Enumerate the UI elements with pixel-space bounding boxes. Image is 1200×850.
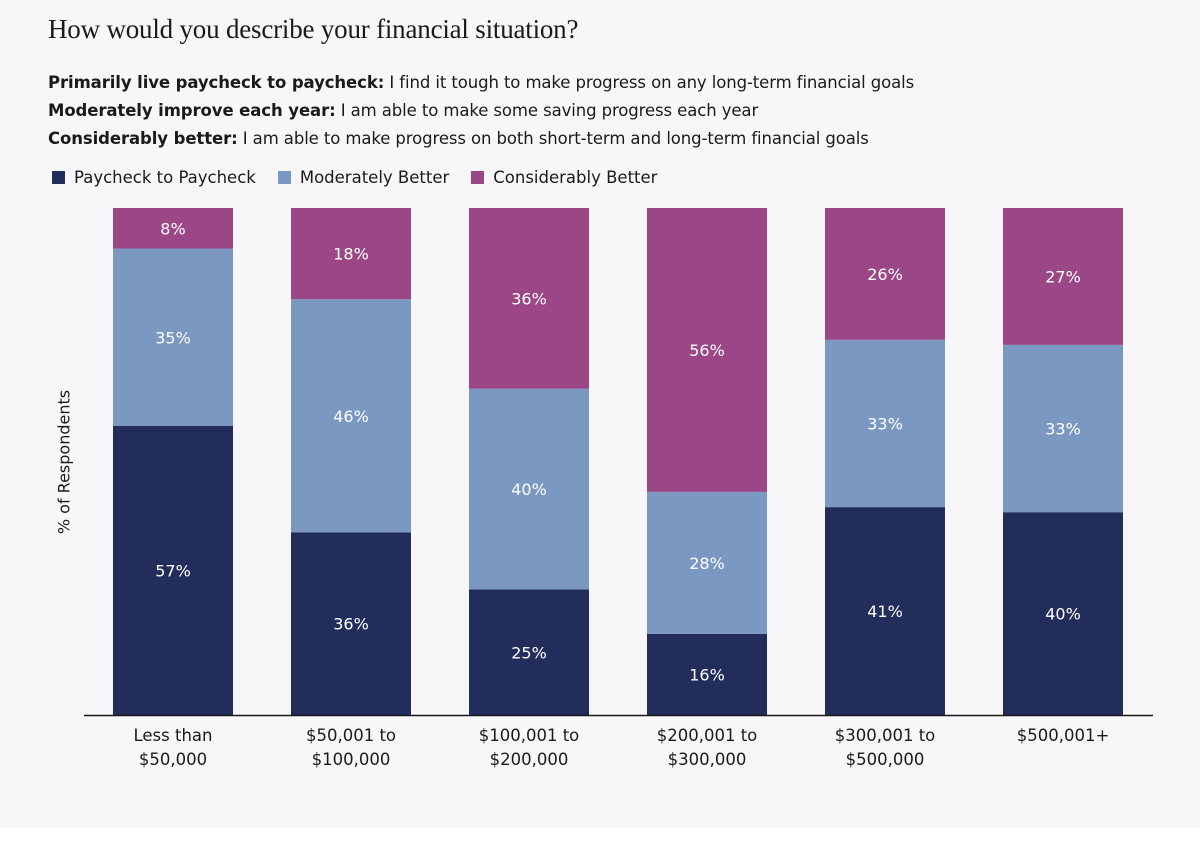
x-tick-label-line: $500,001+: [1016, 726, 1110, 745]
data-label: 33%: [1045, 420, 1081, 439]
y-axis-label: % of Respondents: [54, 389, 74, 535]
bar-segment-considerably: [825, 208, 945, 340]
data-label: 25%: [511, 643, 547, 662]
data-label: 8%: [160, 219, 185, 238]
chart-title: How would you describe your financial si…: [48, 14, 579, 44]
bar-segment-moderately: [291, 299, 411, 533]
x-tick-label: Less than $50,000: [88, 724, 258, 772]
bar-segment-moderately: [647, 491, 767, 634]
data-label: 41%: [867, 602, 903, 621]
legend-item-moderately: Moderately Better: [277, 168, 450, 187]
definition-text: I am able to make some saving progress e…: [335, 101, 759, 120]
legend: Paycheck to Paycheck Moderately Better C…: [52, 168, 679, 187]
definition-term: Moderately improve each year:: [48, 101, 336, 120]
data-label: 28%: [689, 554, 725, 573]
x-tick-label-line: $100,001 to: [478, 726, 580, 745]
legend-swatch: [277, 171, 291, 184]
x-tick-label: $200,001 to $300,000: [622, 724, 792, 772]
bar-segment-considerably: [647, 208, 767, 492]
x-tick-label-line: $200,001 to: [656, 726, 758, 745]
chart-panel: How would you describe your financial si…: [48, 14, 1153, 772]
data-label: 40%: [1045, 605, 1081, 624]
bar-segment-paycheck: [113, 426, 233, 715]
legend-label: Paycheck to Paycheck: [74, 168, 256, 187]
x-tick-label-line: $300,000: [667, 750, 747, 769]
bar-segment-moderately: [1003, 344, 1123, 513]
legend-swatch: [471, 171, 485, 184]
data-label: 36%: [333, 615, 369, 634]
bar-segment-considerably: [469, 208, 589, 389]
bar-segment-paycheck: [291, 532, 411, 715]
x-tick-label-line: $200,000: [489, 750, 569, 769]
x-tick-label-line: $100,000: [311, 750, 391, 769]
data-label: 18%: [333, 245, 369, 264]
data-label: 40%: [511, 480, 547, 499]
x-tick-label: $500,001+: [978, 724, 1148, 748]
x-tick-label: $300,001 to $500,000: [800, 724, 970, 772]
bar-segment-paycheck: [469, 589, 589, 715]
x-tick-label-line: $50,001 to: [305, 726, 397, 745]
definition-term: Considerably better:: [48, 129, 238, 148]
data-label: 46%: [333, 407, 369, 426]
definition-paycheck: Primarily live paycheck to paycheck: I f…: [48, 73, 914, 92]
bar-segment-moderately: [469, 388, 589, 590]
legend-swatch: [52, 171, 65, 184]
bar-segment-paycheck: [825, 507, 945, 715]
bar-segment-paycheck: [647, 633, 767, 715]
x-tick-label-line: $50,000: [138, 750, 208, 769]
definition-text: I find it tough to make progress on any …: [384, 73, 915, 92]
data-label: 27%: [1045, 267, 1081, 286]
bar-segment-considerably: [1003, 208, 1123, 345]
bar-segment-moderately: [113, 248, 233, 427]
definition-text: I am able to make progress on both short…: [237, 129, 869, 148]
data-label: 36%: [511, 289, 547, 308]
legend-label: Moderately Better: [299, 168, 450, 187]
data-label: 33%: [867, 414, 903, 433]
bar-segment-considerably: [113, 208, 233, 249]
bar-segment-moderately: [825, 339, 945, 508]
data-label: 35%: [155, 328, 191, 347]
definition-moderately: Moderately improve each year: I am able …: [48, 101, 758, 120]
bar-segment-paycheck: [1003, 512, 1123, 715]
data-label: 57%: [155, 562, 191, 581]
x-tick-label: $100,001 to $200,000: [444, 724, 614, 772]
definition-considerably: Considerably better: I am able to make p…: [48, 129, 869, 148]
x-tick-label-line: Less than: [133, 726, 213, 745]
bar-segment-considerably: [291, 208, 411, 300]
stacked-bar-chart: 57% 35% 8% 36% 46% 18% 25% 40% 36% 16% 28% 56% 41% 33…: [84, 208, 1153, 717]
data-label: 16%: [689, 665, 725, 684]
data-label: 56%: [689, 341, 725, 360]
x-tick-label-line: $300,001 to: [834, 726, 936, 745]
legend-item-considerably: Considerably Better: [471, 168, 657, 187]
data-label: 26%: [867, 265, 903, 284]
legend-label: Considerably Better: [493, 168, 658, 187]
x-tick-label: $50,001 to $100,000: [266, 724, 436, 772]
legend-item-paycheck: Paycheck to Paycheck: [52, 168, 256, 187]
definition-term: Primarily live paycheck to paycheck:: [48, 73, 385, 92]
x-tick-label-line: $500,000: [845, 750, 925, 769]
